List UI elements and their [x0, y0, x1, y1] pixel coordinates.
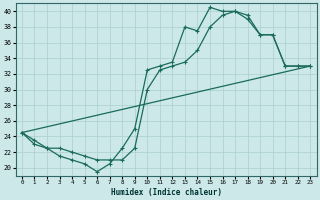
X-axis label: Humidex (Indice chaleur): Humidex (Indice chaleur): [111, 188, 221, 197]
